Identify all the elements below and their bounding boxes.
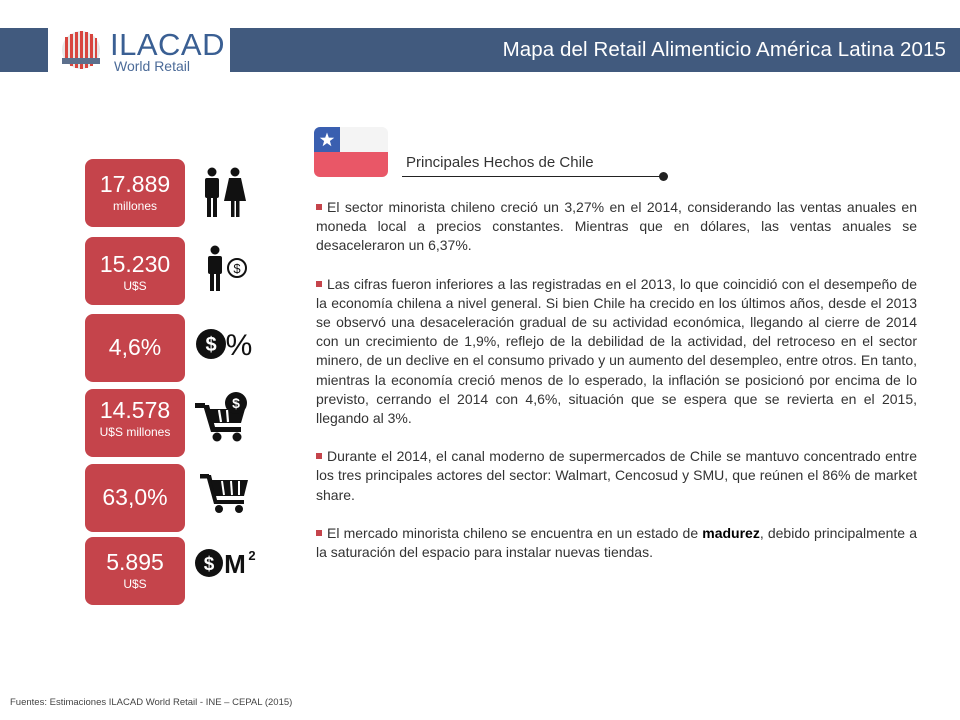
cart-icon xyxy=(200,474,248,513)
cart-dollar-icon: $ xyxy=(195,392,247,442)
stat-unit: millones xyxy=(112,199,157,213)
svg-text:$: $ xyxy=(232,395,240,411)
bullet-icon xyxy=(316,529,322,536)
list-item-text: , debido principalmente a la saturación … xyxy=(316,524,918,561)
person-money-icon: $ xyxy=(208,245,247,291)
stat-gdp-per-capita: 15.230 U$S xyxy=(85,237,185,305)
man-woman-icon xyxy=(205,167,246,217)
section-underline xyxy=(402,176,664,177)
list-item-text: El sector minorista chileno creció un 3,… xyxy=(316,199,917,254)
stat-sales-per-m2: 5.895 U$S xyxy=(85,537,185,605)
stat-population: 17.889 millones xyxy=(85,159,185,227)
stat-value: 17.889 xyxy=(99,171,171,197)
stat-value: 4,6% xyxy=(108,334,162,360)
brand-logo: ILACAD World Retail xyxy=(48,24,230,76)
bullet-icon xyxy=(316,453,322,460)
list-item-text: Durante el 2014, el canal moderno de sup… xyxy=(316,448,917,503)
globe-logo-icon xyxy=(62,31,100,69)
dollar-m2-icon: $ M 2 xyxy=(195,548,256,579)
source-footnote: Fuentes: Estimaciones ILACAD World Retai… xyxy=(10,697,293,708)
stat-unit: U$S xyxy=(123,577,147,591)
section-title: Principales Hechos de Chile xyxy=(406,154,594,171)
svg-text:2: 2 xyxy=(248,548,255,563)
svg-text:$: $ xyxy=(233,261,241,276)
bullet-icon xyxy=(316,204,322,210)
stat-market-share: 63,0% xyxy=(85,464,185,532)
stat-value: 15.230 xyxy=(99,251,171,277)
list-item: El mercado minorista chileno se encuentr… xyxy=(316,524,917,562)
stat-value: 63,0% xyxy=(102,484,168,510)
stat-unit: U$S millones xyxy=(99,425,171,439)
section-underline-dot xyxy=(659,172,668,181)
svg-text:$: $ xyxy=(205,334,216,356)
bullet-icon xyxy=(316,280,322,287)
dollar-percent-icon: $ % xyxy=(196,329,253,361)
page-title: Mapa del Retail Alimenticio América Lati… xyxy=(502,38,946,61)
list-item-emphasis: madurez xyxy=(702,524,760,541)
list-item: Durante el 2014, el canal moderno de sup… xyxy=(316,447,917,505)
header-bar: Mapa del Retail Alimenticio América Lati… xyxy=(230,28,960,72)
stat-inflation: 4,6% xyxy=(85,314,185,382)
list-item: Las cifras fueron inferiores a las regis… xyxy=(316,275,917,429)
stat-unit: U$S xyxy=(123,279,147,293)
list-item: El sector minorista chileno creció un 3,… xyxy=(316,198,917,256)
svg-text:$: $ xyxy=(204,554,215,575)
list-item-text: El mercado minorista chileno se encuentr… xyxy=(327,524,703,541)
list-item-text: Las cifras fueron inferiores a las regis… xyxy=(316,275,917,427)
brand-name: ILACAD xyxy=(110,27,225,62)
facts-list: El sector minorista chileno creció un 3,… xyxy=(316,198,917,581)
brand-subtitle: World Retail xyxy=(114,58,190,74)
header-left-bar xyxy=(0,28,48,72)
chile-flag-icon xyxy=(314,127,388,177)
svg-text:%: % xyxy=(226,329,253,361)
svg-text:M: M xyxy=(224,549,246,579)
stat-retail-sales: 14.578 U$S millones xyxy=(85,389,185,457)
stat-value: 5.895 xyxy=(106,549,164,575)
stat-value: 14.578 xyxy=(99,397,171,423)
